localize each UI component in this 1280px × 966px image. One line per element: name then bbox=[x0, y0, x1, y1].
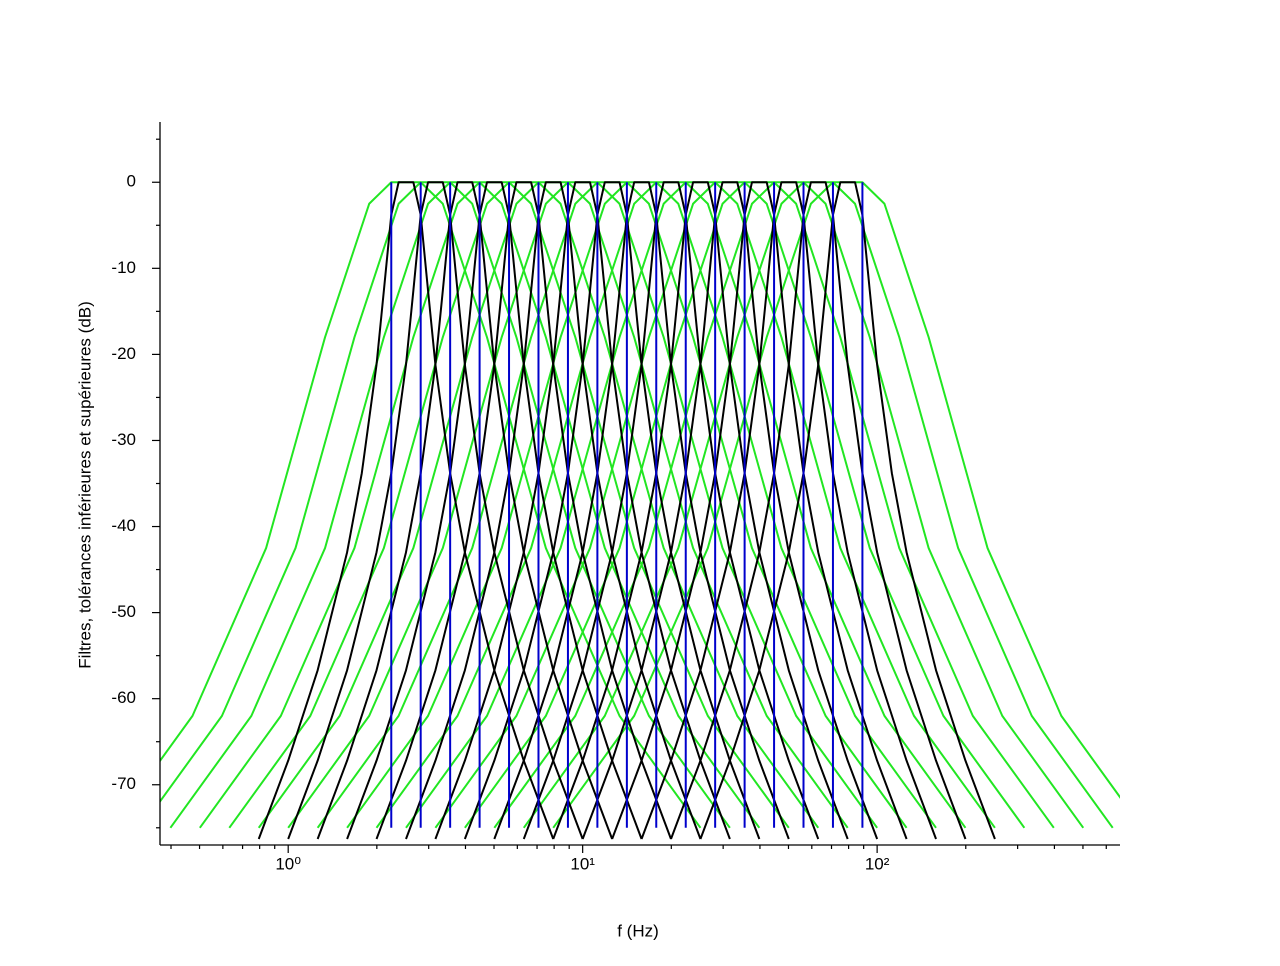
filter-curve bbox=[640, 181, 937, 840]
filter-curve bbox=[611, 181, 908, 840]
filter-curve bbox=[160, 181, 702, 829]
filter-curve bbox=[257, 181, 849, 829]
y-tick-label: -70 bbox=[111, 774, 136, 793]
filter-curve bbox=[434, 181, 1026, 829]
y-tick-label: -20 bbox=[111, 344, 136, 363]
y-tick-label: -50 bbox=[111, 602, 136, 621]
filter-curve bbox=[228, 181, 820, 829]
y-axis-title: Filtres, tolérances inférieures et supér… bbox=[75, 301, 94, 669]
y-tick-label: -40 bbox=[111, 516, 136, 535]
filter-curve bbox=[464, 181, 1055, 829]
x-tick-label: 10⁰ bbox=[275, 854, 301, 873]
x-axis-title: f (Hz) bbox=[617, 921, 659, 940]
filter-curve bbox=[346, 181, 937, 829]
filter-curve bbox=[160, 181, 731, 829]
filter-curve bbox=[169, 181, 761, 829]
filter-curve bbox=[493, 181, 1085, 829]
plot-area bbox=[160, 181, 1120, 840]
filter-curve bbox=[287, 181, 878, 829]
x-tick-label: 10¹ bbox=[570, 854, 595, 873]
y-tick-label: 0 bbox=[127, 172, 136, 191]
filter-curve bbox=[552, 181, 1120, 829]
filter-curve bbox=[670, 181, 967, 840]
filter-curve bbox=[699, 181, 996, 840]
y-tick-label: -10 bbox=[111, 258, 136, 277]
y-tick-label: -30 bbox=[111, 430, 136, 449]
filter-curve bbox=[522, 181, 1114, 829]
filter-curve bbox=[405, 181, 996, 829]
y-tick-label: -60 bbox=[111, 688, 136, 707]
filter-curve bbox=[316, 181, 908, 829]
filter-curve bbox=[199, 181, 790, 829]
filter-curve bbox=[375, 181, 967, 829]
x-tick-label: 10² bbox=[865, 854, 890, 873]
